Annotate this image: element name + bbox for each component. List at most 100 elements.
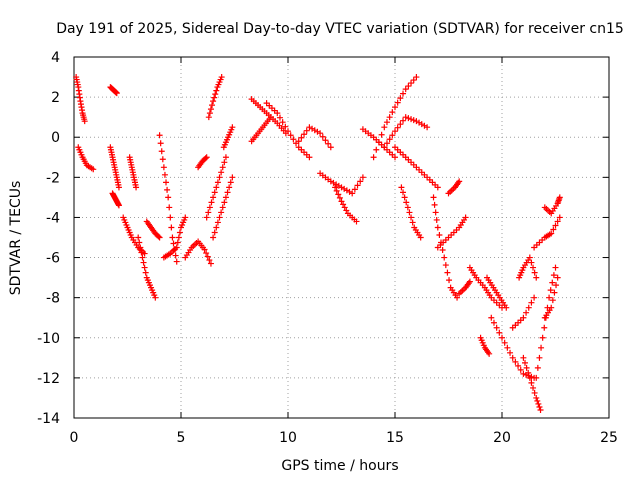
data-point bbox=[287, 132, 294, 139]
data-point bbox=[551, 289, 558, 296]
data-point bbox=[550, 272, 557, 279]
data-point bbox=[392, 128, 398, 135]
data-point bbox=[172, 252, 179, 259]
data-point bbox=[219, 204, 226, 211]
data-point bbox=[226, 184, 233, 191]
data-point bbox=[216, 174, 223, 181]
data-point bbox=[548, 304, 555, 311]
data-point bbox=[219, 164, 226, 171]
data-point bbox=[164, 186, 171, 193]
data-point bbox=[394, 99, 401, 106]
y-tick-label: -4 bbox=[46, 210, 60, 226]
series-sat-track-p bbox=[210, 174, 236, 241]
data-point bbox=[533, 374, 540, 381]
data-point bbox=[466, 278, 473, 285]
data-point bbox=[400, 90, 407, 97]
data-point bbox=[303, 127, 310, 134]
grid-lines bbox=[74, 57, 609, 418]
data-point bbox=[205, 114, 212, 121]
data-point bbox=[523, 309, 530, 316]
data-point bbox=[406, 209, 413, 216]
data-point bbox=[381, 144, 388, 151]
data-point bbox=[81, 118, 88, 125]
data-point bbox=[306, 154, 313, 161]
data-point bbox=[528, 299, 535, 306]
data-point bbox=[538, 344, 545, 351]
data-point bbox=[161, 171, 168, 178]
data-point bbox=[533, 394, 540, 401]
data-point bbox=[135, 234, 142, 241]
data-point bbox=[373, 146, 380, 153]
data-point bbox=[221, 199, 228, 206]
series-sat-track-y bbox=[370, 74, 420, 161]
data-point bbox=[163, 179, 170, 186]
data-point bbox=[338, 198, 345, 205]
data-point bbox=[170, 240, 177, 247]
data-point bbox=[332, 184, 339, 191]
data-point bbox=[159, 156, 166, 163]
data-point bbox=[317, 130, 324, 137]
x-tick-label: 25 bbox=[600, 430, 618, 446]
data-point bbox=[501, 339, 508, 346]
data-point bbox=[503, 304, 510, 311]
data-point bbox=[446, 277, 453, 284]
data-point bbox=[381, 124, 388, 131]
data-point bbox=[207, 260, 214, 267]
series-sat-track-ao bbox=[531, 214, 563, 251]
data-point bbox=[206, 110, 213, 117]
data-point bbox=[386, 114, 393, 121]
data-point bbox=[210, 98, 217, 105]
data-point bbox=[341, 204, 348, 211]
data-point bbox=[525, 369, 532, 376]
x-tick-label: 20 bbox=[493, 430, 511, 446]
series-sat-track-r bbox=[248, 96, 289, 137]
data-point bbox=[222, 154, 229, 161]
data-point bbox=[534, 397, 541, 404]
data-point bbox=[165, 194, 172, 201]
series-sat-track-t bbox=[263, 100, 313, 161]
data-point bbox=[456, 178, 463, 185]
data-point bbox=[397, 121, 404, 128]
data-point bbox=[488, 314, 495, 321]
data-point bbox=[229, 124, 236, 131]
data-point bbox=[386, 136, 393, 143]
series-sat-track-q bbox=[220, 124, 236, 151]
series-sat-track-k bbox=[160, 214, 189, 261]
data-point bbox=[496, 329, 503, 336]
data-point bbox=[176, 229, 183, 236]
data-point bbox=[392, 154, 398, 161]
data-point bbox=[152, 294, 159, 301]
y-tick-label: 4 bbox=[51, 50, 60, 66]
data-point bbox=[207, 106, 214, 113]
data-point bbox=[397, 95, 404, 102]
data-point bbox=[398, 184, 405, 191]
data-point bbox=[276, 114, 283, 121]
data-point bbox=[325, 140, 332, 147]
series-sat-track-ag bbox=[466, 264, 505, 311]
series-sat-track-ab bbox=[398, 184, 424, 241]
y-tick-label: 2 bbox=[51, 90, 60, 106]
data-point bbox=[536, 354, 543, 361]
data-point bbox=[141, 264, 148, 271]
data-point bbox=[333, 187, 340, 194]
data-point bbox=[211, 229, 218, 236]
data-point bbox=[378, 131, 385, 138]
data-point bbox=[462, 214, 469, 221]
series-sat-track-h bbox=[135, 234, 159, 301]
series-sat-track-af bbox=[456, 278, 473, 297]
data-point bbox=[525, 304, 532, 311]
data-point bbox=[410, 117, 417, 124]
data-point bbox=[267, 114, 274, 121]
data-point bbox=[282, 123, 289, 130]
data-point bbox=[507, 349, 514, 356]
data-point bbox=[553, 282, 560, 289]
data-point bbox=[554, 274, 561, 281]
data-point bbox=[274, 110, 281, 117]
data-point bbox=[493, 324, 500, 331]
data-point bbox=[430, 194, 437, 201]
data-point bbox=[141, 250, 148, 257]
data-point bbox=[541, 324, 548, 331]
data-point bbox=[222, 194, 229, 201]
data-point bbox=[526, 374, 533, 381]
data-point bbox=[351, 186, 358, 193]
